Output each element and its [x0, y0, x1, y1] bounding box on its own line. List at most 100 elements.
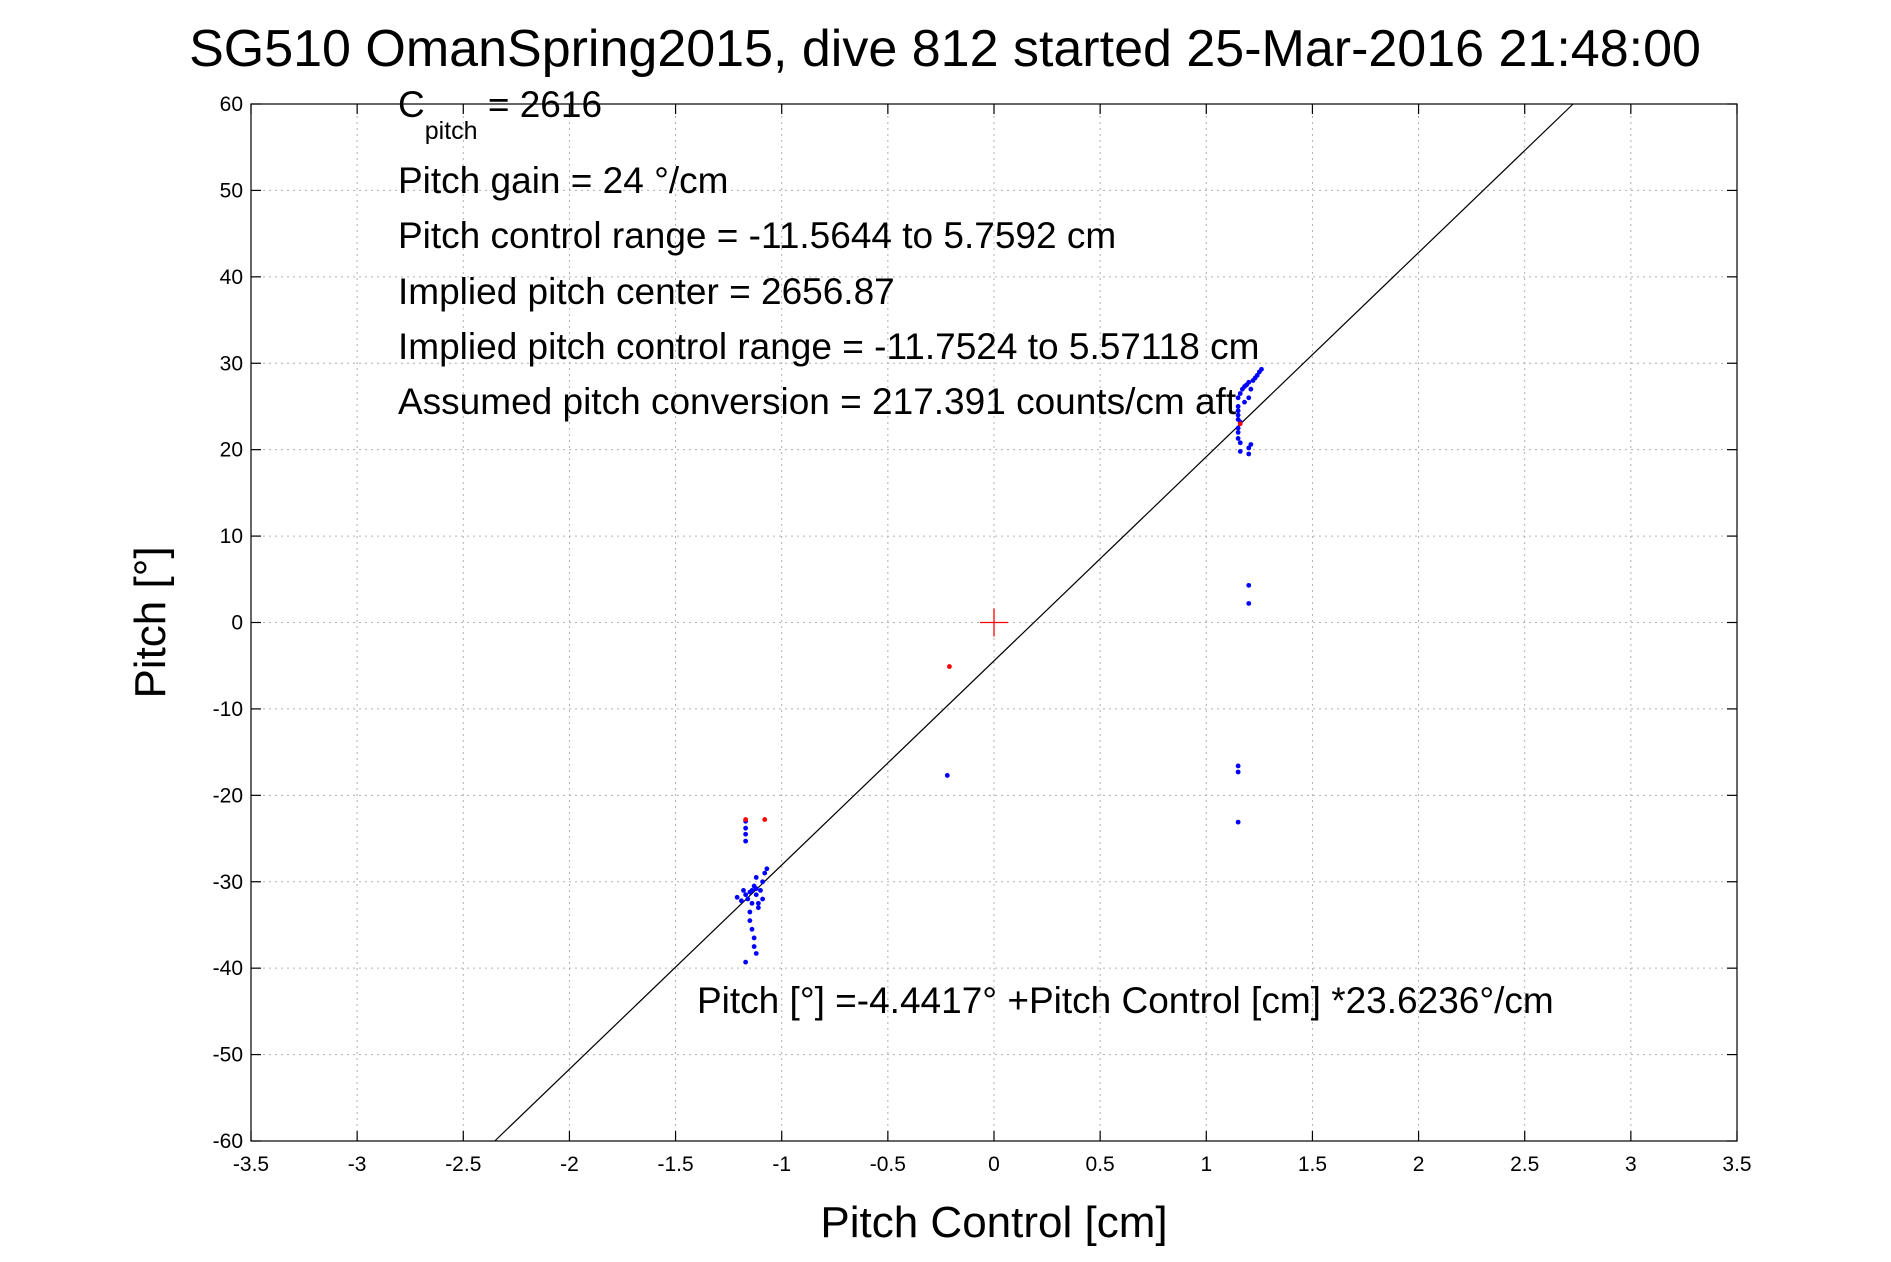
annotation-fit-equation: Pitch [°] =-4.4417° +Pitch Control [cm] …: [697, 980, 1554, 1021]
grid-lines: [251, 104, 1737, 1141]
data-point-blue: [741, 887, 746, 893]
x-tick-label: -3: [348, 1153, 367, 1176]
data-point-blue: [758, 887, 763, 893]
plot-area: [494, 103, 1574, 1142]
data-point-blue: [1235, 763, 1241, 769]
data-point-blue: [738, 898, 744, 904]
x-tick-label: 1.5: [1298, 1153, 1327, 1176]
data-point-blue: [749, 926, 755, 932]
data-point-blue: [1248, 442, 1254, 447]
data-point-blue: [1246, 601, 1252, 606]
data-point-blue: [755, 900, 761, 906]
fit-line: [494, 103, 1574, 1142]
y-tick-label: -30: [213, 871, 243, 894]
data-point-blue: [1254, 372, 1260, 378]
data-point-blue: [734, 894, 740, 900]
annotation-block: Cpitch = 2616 Pitch gain = 24 °/cm Pitch…: [398, 84, 1554, 1021]
y-tick-label: 30: [220, 352, 243, 375]
y-tick-label: 50: [220, 179, 243, 202]
data-point-blue: [1235, 769, 1241, 775]
annotation-implied-pitch-control-range: Implied pitch control range = -11.7524 t…: [398, 326, 1259, 367]
x-tick-label: -1.5: [657, 1153, 693, 1176]
annotation-c-pitch: Cpitch = 2616: [398, 84, 602, 145]
x-tick-label: -2.5: [445, 1153, 481, 1176]
data-point-blue: [1237, 391, 1243, 396]
x-tick-label: -1: [772, 1153, 791, 1176]
data-point-blue: [743, 959, 749, 965]
y-tick-label: -10: [213, 698, 243, 721]
data-point-blue: [1235, 819, 1241, 825]
data-point-red: [947, 664, 952, 669]
data-point-blue: [743, 838, 749, 844]
data-point-red: [762, 817, 768, 822]
data-point-blue: [753, 886, 759, 892]
annotation-assumed-pitch-conversion: Assumed pitch conversion = 217.391 count…: [398, 381, 1237, 422]
data-point-blue: [1237, 448, 1243, 454]
annotation-c-pitch-subscript: pitch: [425, 117, 478, 145]
data-point-blue: [1235, 436, 1241, 441]
y-tick-label: -20: [213, 784, 243, 807]
data-point-blue: [760, 896, 766, 902]
data-point-blue: [1235, 395, 1241, 401]
chart-title: SG510 OmanSpring2015, dive 812 started 2…: [189, 20, 1701, 78]
data-point-blue: [1259, 366, 1264, 372]
data-point-blue: [1242, 399, 1247, 405]
data-point-blue: [1246, 379, 1252, 385]
data-point-blue: [747, 918, 753, 924]
data-point-blue: [1246, 451, 1252, 457]
data-point-red: [1237, 421, 1243, 427]
center-marker: [980, 608, 1008, 637]
x-tick-label: 0: [988, 1153, 1000, 1176]
data-point-blue: [1235, 408, 1241, 414]
y-axis-label: Pitch [°]: [126, 546, 175, 698]
data-point-blue: [760, 879, 766, 885]
data-point-red: [743, 817, 749, 822]
data-point-blue: [743, 892, 749, 898]
data-point-blue: [749, 900, 755, 906]
y-tick-label: 20: [220, 439, 243, 462]
data-point-blue: [1237, 440, 1243, 446]
x-tick-label: -2: [560, 1153, 579, 1176]
data-point-blue: [755, 905, 761, 911]
data-points: [734, 366, 1264, 965]
data-point-blue: [747, 909, 753, 915]
data-point-blue: [753, 892, 759, 898]
data-point-blue: [749, 887, 755, 893]
data-point-blue: [1235, 412, 1241, 418]
plot-frame: [250, 103, 1738, 1142]
annotation-implied-pitch-center: Implied pitch center = 2656.87: [398, 271, 895, 312]
data-point-blue: [753, 875, 759, 880]
y-tick-label: 0: [231, 612, 243, 635]
data-point-blue: [751, 935, 757, 941]
data-point-blue: [1246, 445, 1252, 451]
x-tick-label: 3.5: [1722, 1153, 1751, 1176]
x-tick-label: 2: [1413, 1153, 1425, 1176]
tick-labels: -3.5 -3 -2.5 -2 -1.5 -1 -0.5 0 0.5 1 1.5 2 2.5 3 3.5 -6…: [213, 93, 1752, 1176]
annotation-c-pitch-main: C: [398, 84, 425, 125]
x-tick-label: -0.5: [870, 1153, 906, 1176]
data-point-blue: [1248, 386, 1254, 392]
data-point-blue: [944, 773, 950, 778]
data-point-blue: [1235, 404, 1241, 409]
data-point-blue: [1246, 582, 1252, 588]
data-point-blue: [1235, 429, 1241, 435]
data-point-blue: [753, 951, 759, 956]
y-tick-label: -60: [213, 1130, 243, 1153]
data-point-blue: [745, 896, 751, 902]
annotation-pitch-gain: Pitch gain = 24 °/cm: [398, 160, 729, 201]
data-point-blue: [1246, 395, 1252, 401]
x-tick-label: -3.5: [233, 1153, 269, 1176]
y-tick-label: -50: [213, 1044, 243, 1067]
y-tick-label: -40: [213, 957, 243, 980]
data-point-blue: [764, 866, 770, 872]
x-tick-label: 1: [1200, 1153, 1212, 1176]
x-tick-label: 3: [1625, 1153, 1637, 1176]
x-axis-label: Pitch Control [cm]: [820, 1198, 1167, 1247]
data-point-blue: [762, 870, 768, 876]
y-tick-label: 40: [220, 266, 243, 289]
x-tick-label: 0.5: [1086, 1153, 1115, 1176]
y-tick-label: 10: [220, 525, 243, 548]
data-point-blue: [743, 831, 749, 837]
annotation-c-pitch-value: = 2616: [478, 84, 602, 125]
